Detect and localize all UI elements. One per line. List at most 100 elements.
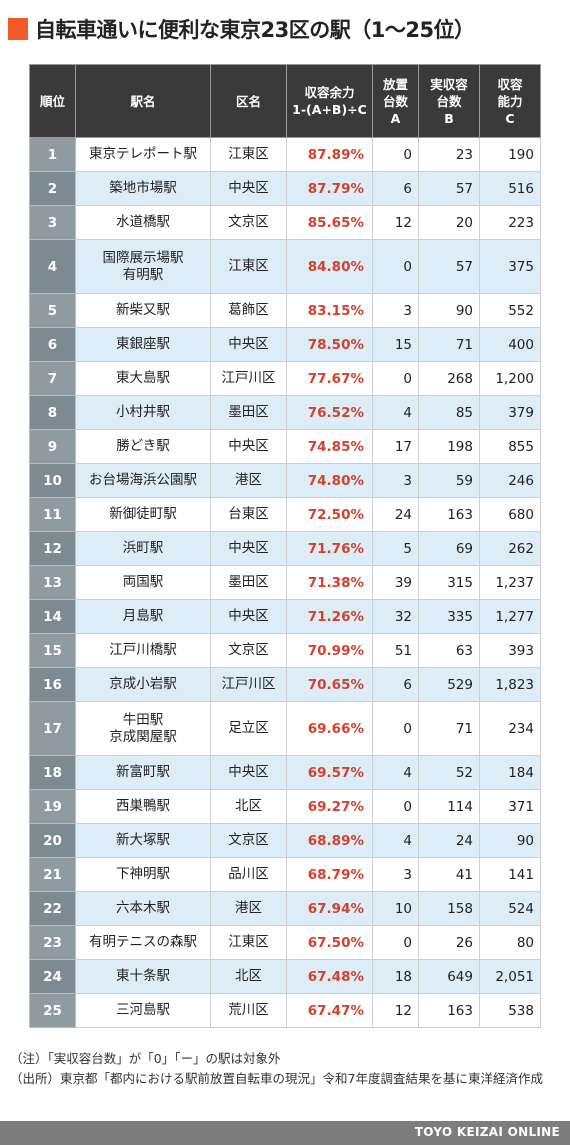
capacity-ratio-cell: 69.27% [286, 789, 373, 824]
station-cell: 国際展示場駅 有明駅 [75, 239, 211, 294]
table-row: 2 築地市場駅 中央区 87.79% 6 57 516 [29, 171, 541, 206]
capacity-ratio-cell: 71.38% [286, 565, 373, 600]
capacity-cell: 223 [479, 205, 541, 240]
actual-count-cell: 85 [418, 395, 480, 430]
capacity-ratio-cell: 67.94% [286, 891, 373, 926]
table-row: 23 有明テニスの森駅 江東区 67.50% 0 26 80 [29, 925, 541, 960]
note-source: （出所）東京都「都内における駅前放置自転車の現況」令和7年度調査結果を基に東洋経… [10, 1071, 543, 1086]
ward-cell: 中央区 [210, 171, 287, 206]
table-row: 16 京成小岩駅 江戸川区 70.65% 6 529 1,823 [29, 667, 541, 702]
rank-cell: 11 [29, 497, 76, 532]
table-row: 5 新柴又駅 葛飾区 83.15% 3 90 552 [29, 293, 541, 328]
capacity-ratio-cell: 67.50% [286, 925, 373, 960]
table-row: 19 西巣鴨駅 北区 69.27% 0 114 371 [29, 789, 541, 824]
rank-cell: 24 [29, 959, 76, 994]
abandoned-count-cell: 6 [372, 171, 419, 206]
table-row: 20 新大塚駅 文京区 68.89% 4 24 90 [29, 823, 541, 858]
ward-cell: 品川区 [210, 857, 287, 892]
station-cell: 牛田駅 京成関屋駅 [75, 701, 211, 756]
rank-cell: 18 [29, 755, 76, 790]
table-row: 15 江戸川橋駅 文京区 70.99% 51 63 393 [29, 633, 541, 668]
capacity-cell: 400 [479, 327, 541, 362]
actual-count-cell: 24 [418, 823, 480, 858]
actual-count-cell: 90 [418, 293, 480, 328]
table-row: 9 勝どき駅 中央区 74.85% 17 198 855 [29, 429, 541, 464]
abandoned-count-cell: 5 [372, 531, 419, 566]
station-cell: 東銀座駅 [75, 327, 211, 362]
station-cell: 京成小岩駅 [75, 667, 211, 702]
header-actual-count: 実収容 台数 B [418, 64, 480, 138]
rank-cell: 7 [29, 361, 76, 396]
capacity-cell: 538 [479, 993, 541, 1028]
rank-cell: 6 [29, 327, 76, 362]
capacity-ratio-cell: 70.99% [286, 633, 373, 668]
actual-count-cell: 71 [418, 701, 480, 756]
abandoned-count-cell: 15 [372, 327, 419, 362]
table-row: 6 東銀座駅 中央区 78.50% 15 71 400 [29, 327, 541, 362]
footer-bar: TOYO KEIZAI ONLINE [0, 1121, 570, 1145]
capacity-ratio-cell: 85.65% [286, 205, 373, 240]
capacity-ratio-cell: 87.79% [286, 171, 373, 206]
rank-cell: 14 [29, 599, 76, 634]
capacity-cell: 1,237 [479, 565, 541, 600]
capacity-cell: 246 [479, 463, 541, 498]
capacity-ratio-cell: 69.57% [286, 755, 373, 790]
ward-cell: 中央区 [210, 599, 287, 634]
ward-cell: 江戸川区 [210, 667, 287, 702]
abandoned-count-cell: 0 [372, 239, 419, 294]
rank-cell: 15 [29, 633, 76, 668]
capacity-cell: 80 [479, 925, 541, 960]
rank-cell: 12 [29, 531, 76, 566]
ward-cell: 葛飾区 [210, 293, 287, 328]
capacity-cell: 234 [479, 701, 541, 756]
rank-cell: 23 [29, 925, 76, 960]
table-row: 11 新御徒町駅 台東区 72.50% 24 163 680 [29, 497, 541, 532]
actual-count-cell: 20 [418, 205, 480, 240]
capacity-cell: 262 [479, 531, 541, 566]
abandoned-count-cell: 0 [372, 925, 419, 960]
header-station: 駅名 [75, 64, 211, 138]
ward-cell: 北区 [210, 959, 287, 994]
ward-cell: 江戸川区 [210, 361, 287, 396]
station-cell: 東十条駅 [75, 959, 211, 994]
rank-cell: 2 [29, 171, 76, 206]
capacity-ratio-cell: 71.26% [286, 599, 373, 634]
capacity-ratio-cell: 83.15% [286, 293, 373, 328]
capacity-ratio-cell: 68.89% [286, 823, 373, 858]
actual-count-cell: 315 [418, 565, 480, 600]
abandoned-count-cell: 0 [372, 361, 419, 396]
table-row: 10 お台場海浜公園駅 港区 74.80% 3 59 246 [29, 463, 541, 498]
ward-cell: 中央区 [210, 531, 287, 566]
capacity-ratio-cell: 68.79% [286, 857, 373, 892]
ward-cell: 足立区 [210, 701, 287, 756]
station-cell: 三河島駅 [75, 993, 211, 1028]
abandoned-count-cell: 4 [372, 395, 419, 430]
station-cell: 江戸川橋駅 [75, 633, 211, 668]
actual-count-cell: 59 [418, 463, 480, 498]
header-ward: 区名 [210, 64, 287, 138]
abandoned-count-cell: 10 [372, 891, 419, 926]
capacity-ratio-cell: 67.48% [286, 959, 373, 994]
chart-title: 自転車通いに便利な東京23区の駅（1〜25位） [8, 12, 475, 46]
table-row: 17 牛田駅 京成関屋駅 足立区 69.66% 0 71 234 [29, 701, 541, 756]
abandoned-count-cell: 3 [372, 293, 419, 328]
abandoned-count-cell: 0 [372, 137, 419, 172]
abandoned-count-cell: 17 [372, 429, 419, 464]
actual-count-cell: 268 [418, 361, 480, 396]
ward-cell: 中央区 [210, 327, 287, 362]
station-cell: お台場海浜公園駅 [75, 463, 211, 498]
table-row: 8 小村井駅 墨田区 76.52% 4 85 379 [29, 395, 541, 430]
capacity-cell: 141 [479, 857, 541, 892]
abandoned-count-cell: 12 [372, 205, 419, 240]
station-cell: 東京テレポート駅 [75, 137, 211, 172]
station-cell: 月島駅 [75, 599, 211, 634]
ward-cell: 中央区 [210, 429, 287, 464]
capacity-cell: 552 [479, 293, 541, 328]
station-cell: 有明テニスの森駅 [75, 925, 211, 960]
ward-cell: 荒川区 [210, 993, 287, 1028]
abandoned-count-cell: 39 [372, 565, 419, 600]
capacity-cell: 1,823 [479, 667, 541, 702]
capacity-cell: 90 [479, 823, 541, 858]
abandoned-count-cell: 18 [372, 959, 419, 994]
table-row: 25 三河島駅 荒川区 67.47% 12 163 538 [29, 993, 541, 1028]
